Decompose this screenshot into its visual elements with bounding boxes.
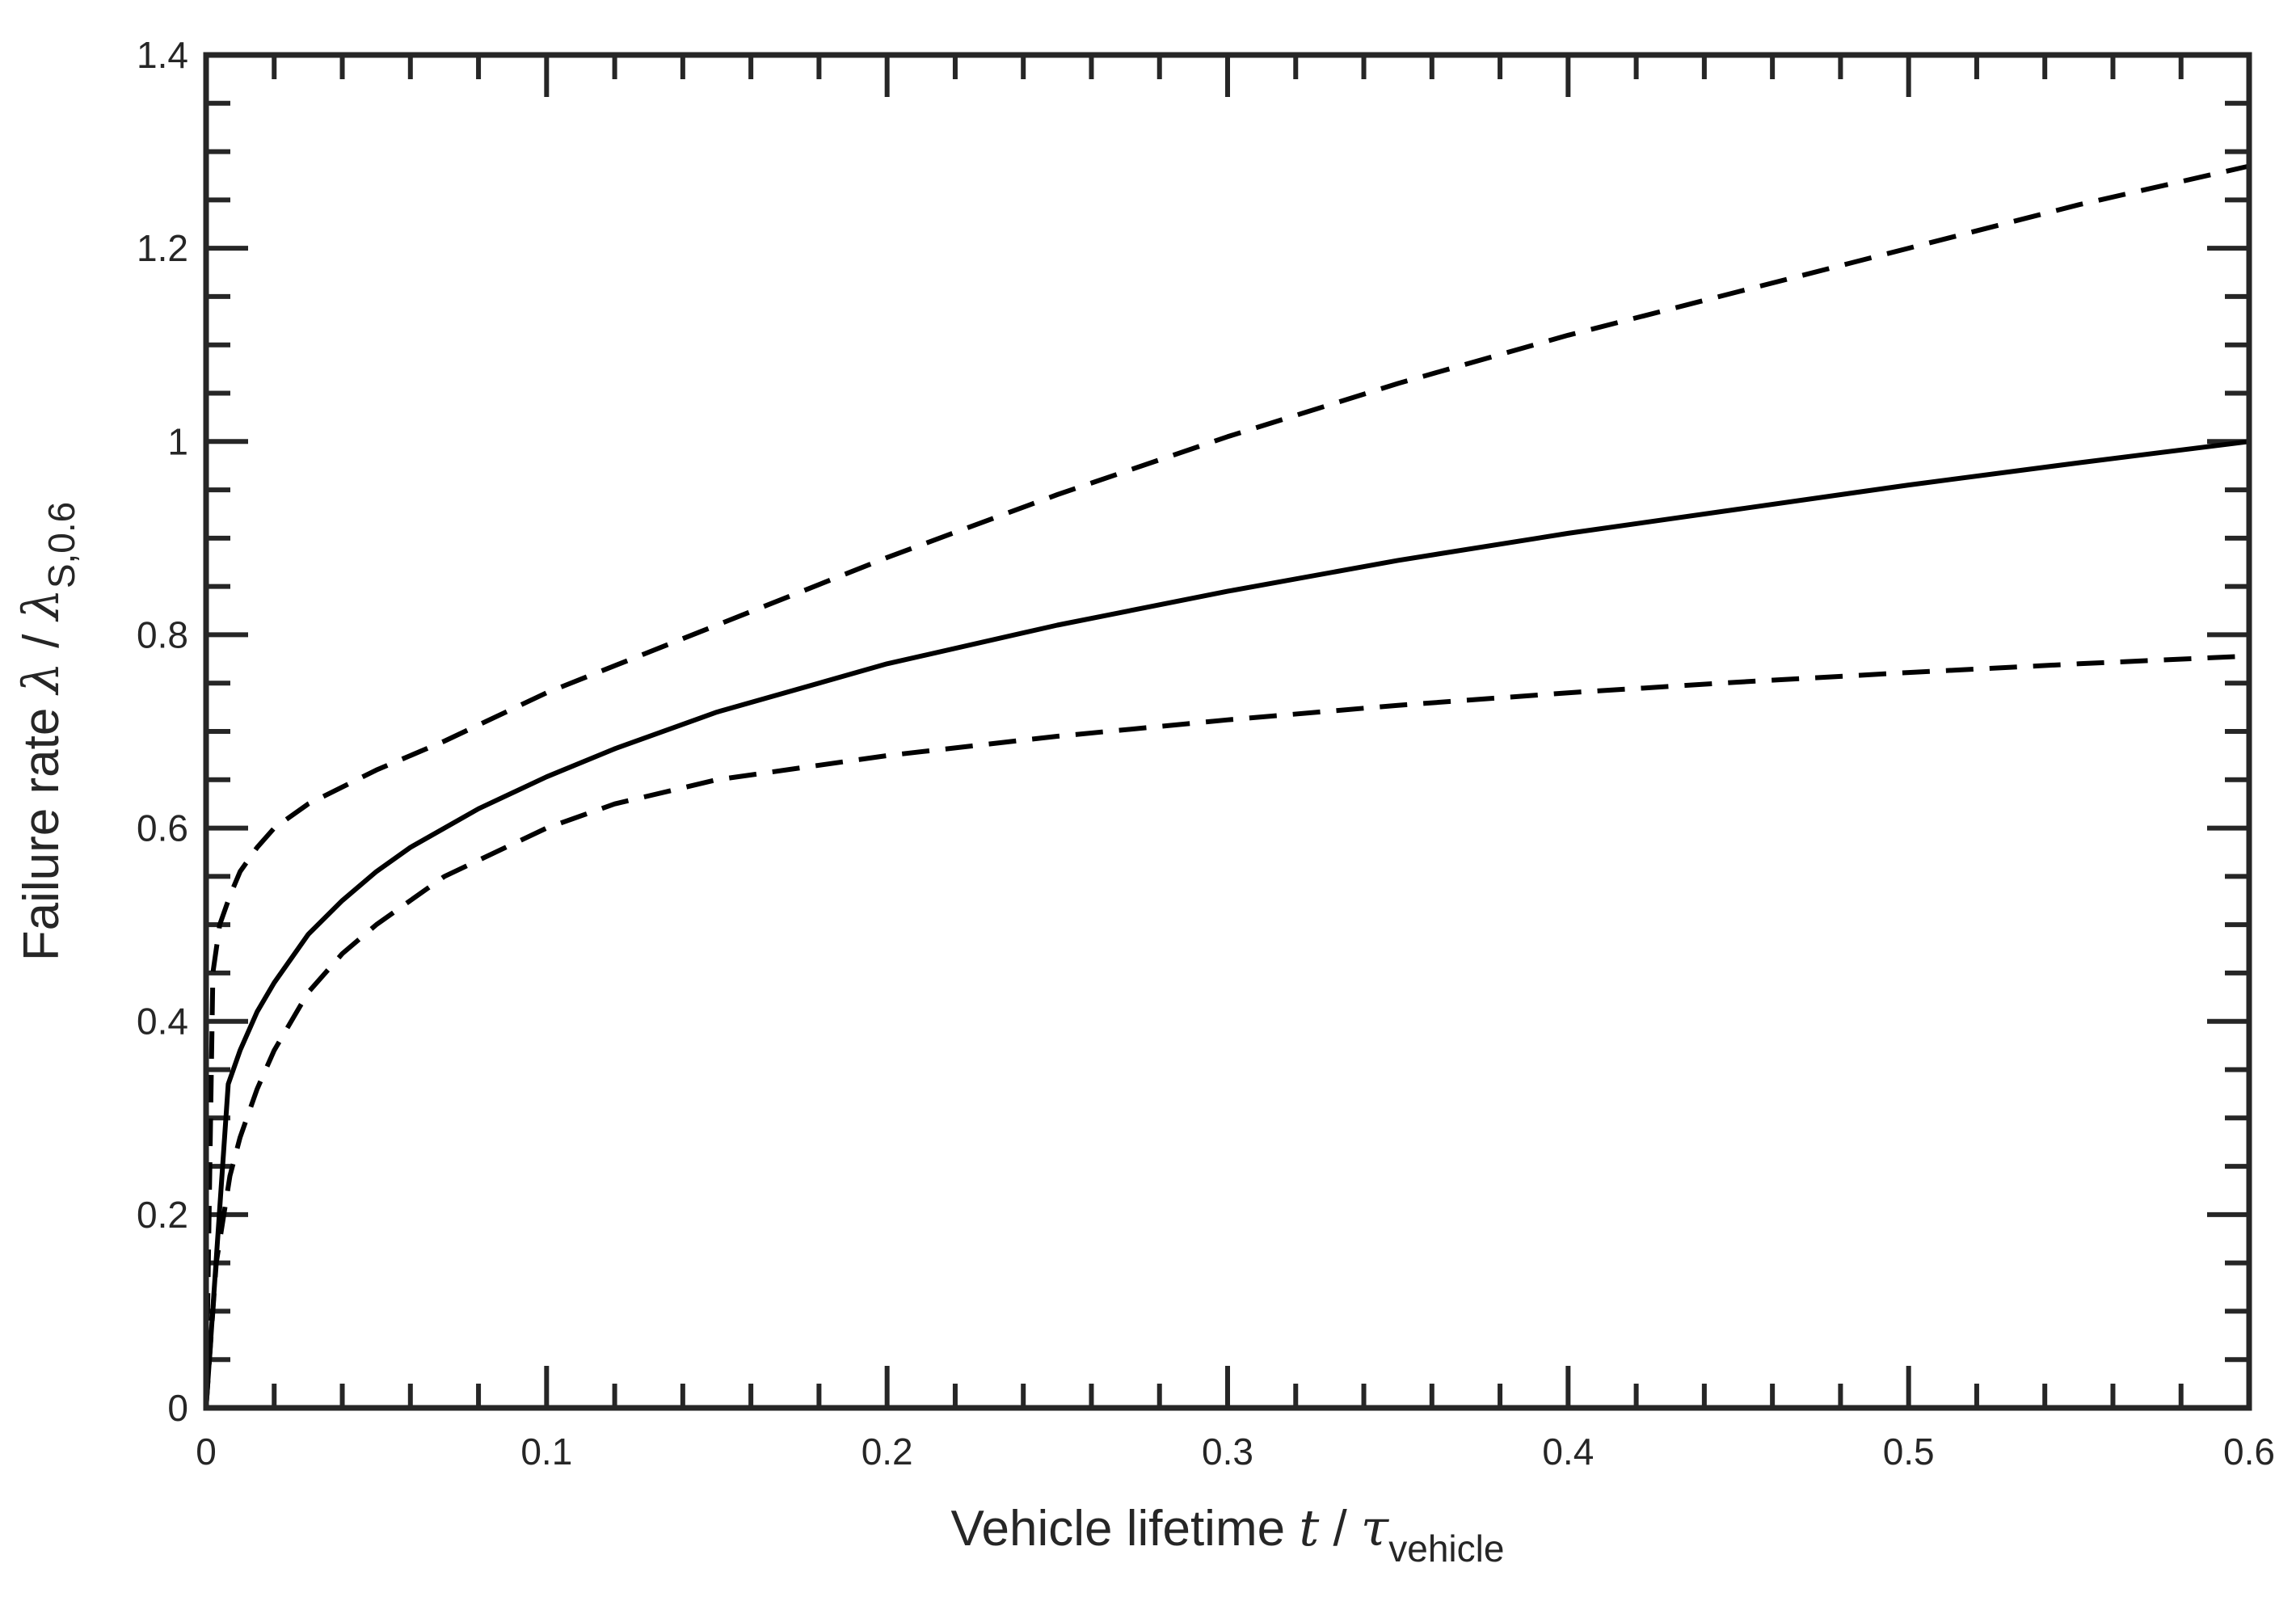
x-tick-label: 0.5: [1883, 1431, 1935, 1473]
y-axis-label-sep: /: [14, 620, 70, 662]
y-axis-label-var: λ: [11, 662, 70, 696]
y-tick-label: 0.4: [137, 1001, 188, 1043]
y-tick-label: 1: [167, 420, 188, 462]
y-tick-label: 1.2: [137, 227, 188, 269]
y-tick-label: 0.6: [137, 807, 188, 849]
x-axis-label-subscript: vehicle: [1388, 1527, 1504, 1570]
y-axis-label-symbol: λ: [11, 588, 70, 622]
x-tick-label: 0.2: [862, 1431, 913, 1473]
dashed-series-line: [204, 163, 2250, 1409]
x-tick-label: 0.4: [1542, 1431, 1594, 1473]
y-axis-label-text: Failure rate: [14, 693, 70, 961]
tick-labels: 0 0.1 0.2 0.3 0.4 0.5 0.6 0 0.2 0.4 0.6 0.8 1 1.2 1.4: [137, 34, 2275, 1473]
x-tick-label: 0.3: [1202, 1431, 1253, 1473]
axis-ticks: [204, 53, 2252, 1410]
dashed-series-line: [204, 653, 2250, 1409]
y-axis-label: Failure rate λ / λS,0.6: [11, 502, 82, 962]
x-axis-label-symbol: τ: [1361, 1498, 1390, 1557]
x-axis-label: Vehicle lifetime t / τvehicle: [951, 1498, 1505, 1570]
x-axis-label-var: t: [1299, 1498, 1319, 1557]
x-tick-label: 0.1: [520, 1431, 572, 1473]
y-tick-label: 0: [167, 1387, 188, 1429]
plot-frame: [203, 52, 2252, 1411]
x-axis-label-text: Vehicle lifetime: [951, 1501, 1300, 1557]
solid-series-line: [204, 439, 2250, 1409]
y-tick-label: 1.4: [137, 34, 188, 76]
x-tick-label: 0.6: [2223, 1431, 2275, 1473]
y-axis-label-subscript: S,0.6: [40, 502, 82, 588]
x-tick-label: 0: [196, 1431, 217, 1473]
x-axis-label-sep: /: [1319, 1501, 1361, 1557]
y-tick-label: 0.2: [137, 1194, 188, 1236]
y-tick-label: 0.8: [137, 613, 188, 655]
data-series: [204, 163, 2250, 1409]
